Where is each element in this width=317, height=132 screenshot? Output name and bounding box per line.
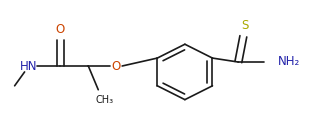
Text: O: O bbox=[56, 23, 65, 36]
Text: HN: HN bbox=[20, 60, 37, 72]
Text: O: O bbox=[112, 60, 121, 72]
Text: CH₃: CH₃ bbox=[95, 95, 113, 105]
Text: S: S bbox=[242, 19, 249, 32]
Text: NH₂: NH₂ bbox=[278, 55, 301, 68]
